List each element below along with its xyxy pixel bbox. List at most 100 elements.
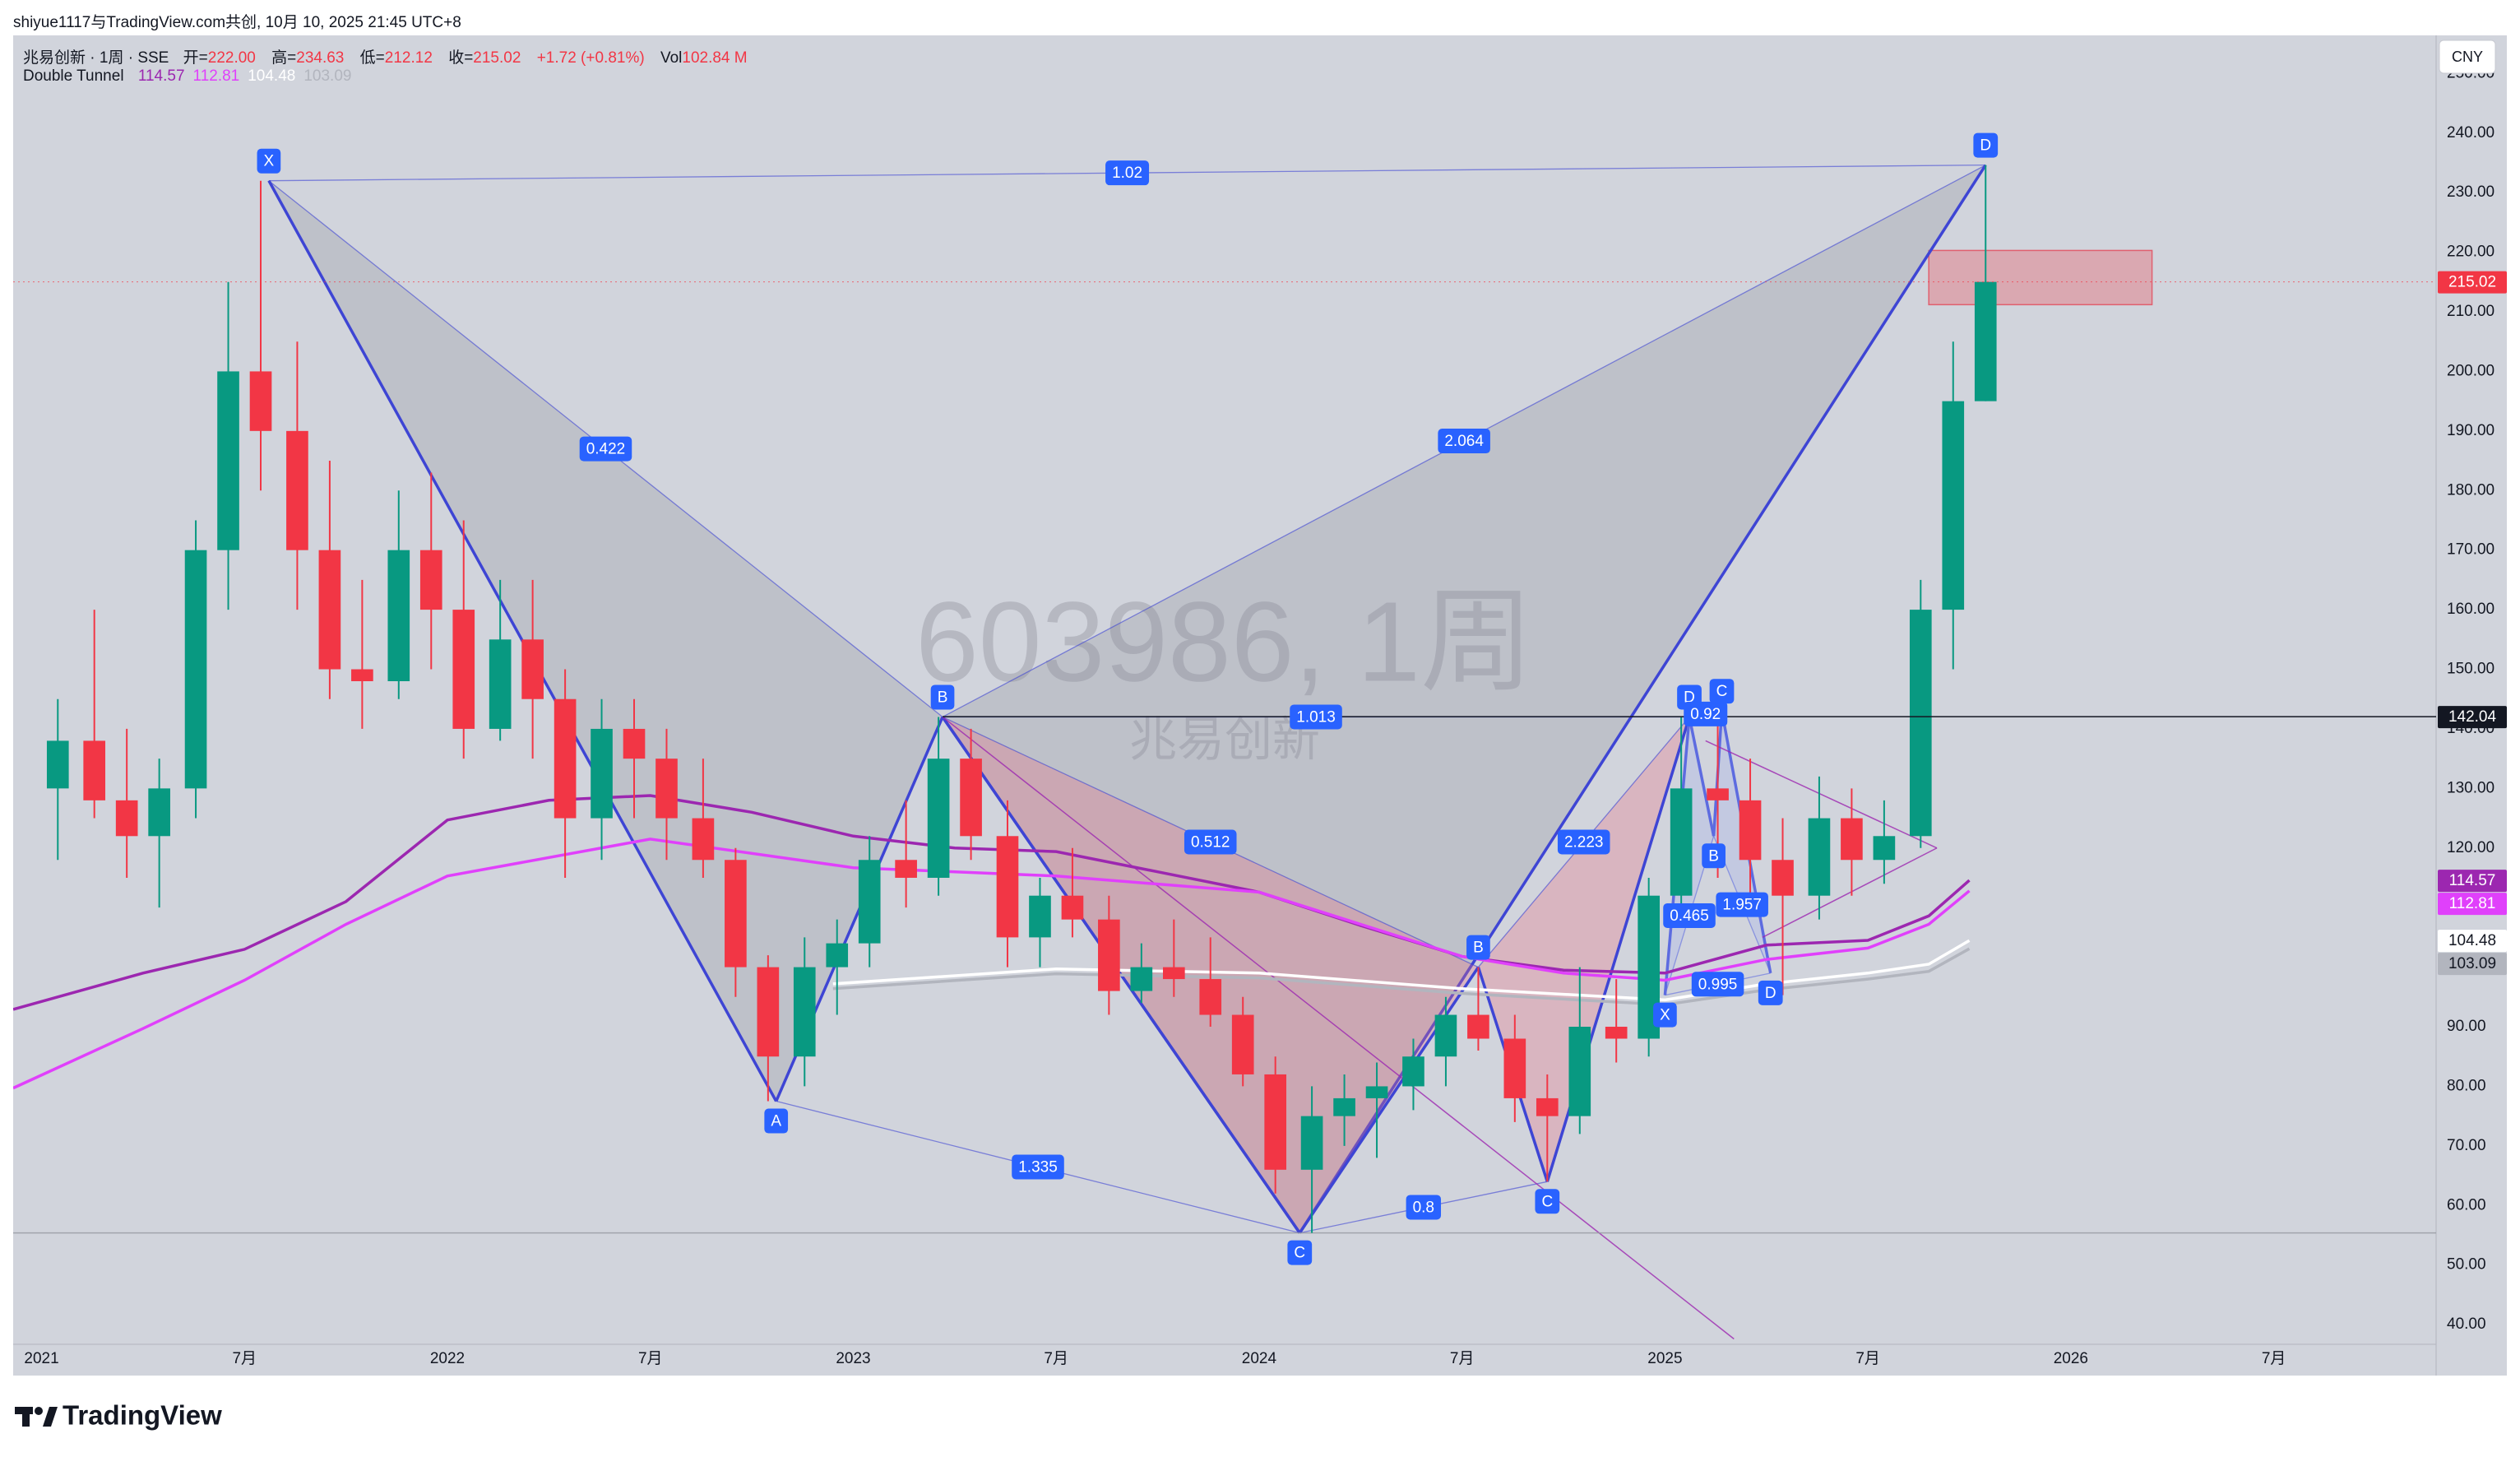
candle-body: [1739, 800, 1762, 861]
candle-body: [1909, 610, 1932, 837]
label-box: [1406, 1195, 1442, 1220]
label-text: 2.223: [1564, 834, 1604, 851]
x-tick-label: 2024: [1242, 1350, 1277, 1367]
price-badge-label: 112.81: [2449, 895, 2496, 912]
label-box: [1973, 132, 1999, 158]
pattern-fill: [943, 165, 1986, 1233]
price-badge: [2438, 271, 2507, 294]
candle-body: [83, 740, 106, 800]
label-text: 1.02: [1112, 165, 1142, 182]
watermark-name: 兆易创新: [1129, 712, 1320, 766]
tunnel-line: [13, 794, 1971, 1011]
label-text: 1.013: [1296, 708, 1336, 726]
trend-line: [1705, 740, 1938, 849]
label-box: [1105, 160, 1150, 186]
candle-body: [351, 669, 373, 681]
price-badge: [2438, 930, 2507, 953]
ohlc-key: 低=: [359, 49, 385, 67]
y-tick-label: 210.00: [2447, 303, 2495, 320]
indicator-value: 112.81: [192, 67, 240, 85]
price-badge-label: 215.02: [2448, 274, 2496, 291]
logo-part: [35, 1407, 43, 1415]
x-tick-label: 7月: [1044, 1350, 1068, 1367]
label-box: [579, 436, 632, 462]
candle-body: [623, 728, 646, 759]
candle-body: [286, 430, 308, 550]
y-tick-label: 220.00: [2447, 244, 2495, 261]
ohlc-value: 222.00: [207, 49, 256, 67]
label-text: D: [1765, 985, 1777, 1002]
label-box: [1557, 829, 1610, 855]
label-box: [1716, 892, 1768, 917]
pattern-label: 0.995: [1691, 972, 1744, 997]
pattern-label: 0.8: [1406, 1195, 1442, 1220]
x-tick-label: 2026: [2054, 1350, 2088, 1367]
y-tick-label: 80.00: [2447, 1077, 2486, 1094]
y-tick-label: 170.00: [2447, 541, 2495, 559]
label-text: 0.995: [1698, 976, 1738, 993]
candle-body: [489, 639, 512, 729]
label-box: [1438, 429, 1490, 454]
pattern-label: B: [1702, 843, 1726, 869]
x-tick-label: 2022: [430, 1350, 465, 1367]
x-tick-label: 7月: [638, 1350, 663, 1367]
price-badge: [2438, 706, 2507, 729]
candle-body: [1300, 1116, 1323, 1170]
price-badge-label: 142.04: [2448, 708, 2497, 726]
price-badge-label: 114.57: [2449, 872, 2496, 889]
pattern-leg: [1298, 966, 1480, 1234]
label-box: [1709, 679, 1735, 704]
candle-body: [1231, 1014, 1254, 1074]
price-badge-label: 103.09: [2448, 955, 2496, 972]
candle-body: [1536, 1097, 1559, 1116]
label-box: [1691, 972, 1744, 997]
label-box: [1702, 843, 1726, 869]
candle-body: [249, 371, 272, 431]
label-box: [1663, 903, 1716, 928]
x-tick-label: 7月: [1855, 1350, 1880, 1367]
y-tick-label: 240.00: [2447, 124, 2495, 142]
chart-background: [13, 35, 2507, 1376]
pattern-fill: [1478, 717, 1690, 1182]
pattern-label: 0.92: [1684, 701, 1728, 726]
x-tick-label: 2021: [24, 1350, 58, 1367]
label-text: D: [1980, 137, 1991, 155]
logo-part: [43, 1407, 58, 1427]
label-text: 0.92: [1690, 706, 1721, 723]
candle-body: [1605, 1027, 1628, 1039]
candle-body: [521, 639, 544, 699]
pattern-label: X: [257, 148, 281, 174]
candle-body: [1333, 1097, 1355, 1116]
ohlc-value: 212.12: [384, 49, 433, 67]
candle-body: [1568, 1027, 1591, 1116]
candle-body: [1873, 836, 1896, 861]
candle-body: [46, 740, 69, 789]
y-tick-label: 230.00: [2447, 183, 2495, 201]
candle-body: [1098, 919, 1120, 991]
pattern-label: 2.223: [1557, 829, 1610, 855]
label-text: 1.957: [1722, 897, 1762, 914]
pattern-label: C: [1709, 679, 1735, 704]
ohlc-key: 高=: [271, 49, 297, 67]
watermark-symbol: 603986, 1周: [915, 578, 1534, 705]
tunnel-line: [13, 838, 1971, 1090]
label-box: [764, 1108, 789, 1134]
currency-button[interactable]: [2439, 39, 2496, 74]
ohlc-key: 收=: [448, 49, 474, 67]
y-tick-label: 90.00: [2447, 1018, 2486, 1035]
price-badge: [2438, 953, 2507, 976]
price-badge-label: 104.48: [2448, 932, 2496, 949]
pattern-fill: [268, 180, 943, 1102]
indicator-legend: Double Tunnel 114.57 112.81 104.48 103.09: [23, 67, 359, 86]
price-badge: [2438, 893, 2507, 916]
y-tick-label: 180.00: [2447, 481, 2495, 499]
pattern-leg: [1688, 717, 1716, 837]
label-box: [1287, 1240, 1313, 1265]
volume-value: 102.84 M: [682, 49, 748, 67]
indicator-value: 103.09: [303, 67, 352, 85]
candle-body: [757, 967, 780, 1057]
trend-line: [942, 716, 1735, 1340]
y-tick-label: 50.00: [2447, 1256, 2486, 1274]
logo-part: [22, 1407, 30, 1427]
currency-label[interactable]: CNY: [2452, 49, 2483, 65]
